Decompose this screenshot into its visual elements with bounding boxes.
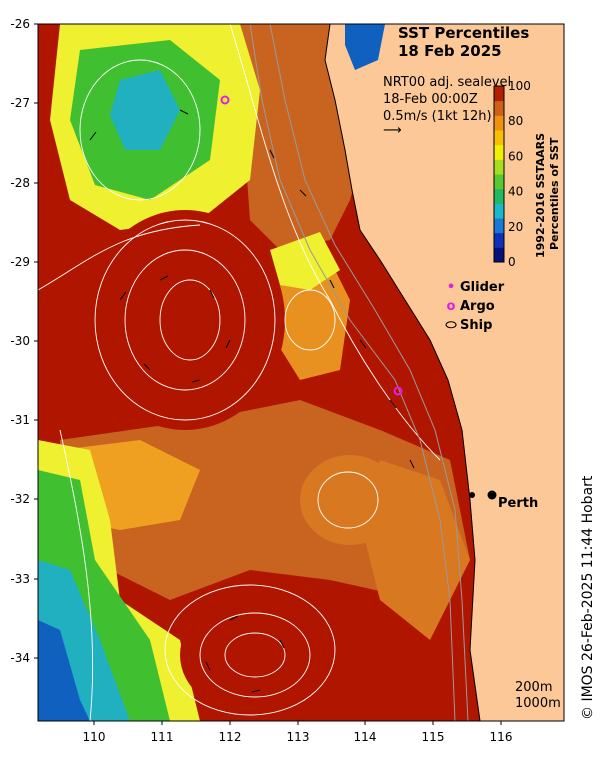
colorbar-segment <box>494 174 504 190</box>
credit-text: © IMOS 26-Feb-2025 11:44 Hobart <box>580 475 596 720</box>
x-tick-label: 115 <box>422 730 445 744</box>
bathymetry-contours <box>249 24 469 721</box>
y-tick-label: -30 <box>10 334 30 348</box>
platform-legend: • Glider o Argo ⬭ Ship <box>442 278 504 335</box>
vector-scale-arrow: ⟶ <box>383 123 402 138</box>
colorbar-tick-label: 20 <box>508 220 523 234</box>
sst-eddy-east <box>300 455 400 545</box>
sst-field <box>38 24 564 721</box>
colorbar: 0 20 40 60 80 100 <box>493 79 531 269</box>
sst-patch-cyan-north <box>110 70 180 150</box>
ship-icon: ⬭ <box>445 318 457 333</box>
x-tick-label: 111 <box>151 730 174 744</box>
colorbar-segment <box>494 188 504 204</box>
y-tick-label: -27 <box>10 96 30 110</box>
x-tick-label: 110 <box>83 730 106 744</box>
ship-marker[interactable] <box>469 492 475 498</box>
vector-info-line3: 0.5m/s (1kt 12h) <box>383 109 492 124</box>
depth-shallow-label: 200m <box>515 680 553 695</box>
colorbar-tick-label: 0 <box>508 255 516 269</box>
y-tick-label: -32 <box>10 492 30 506</box>
y-tick-label: -31 <box>10 413 30 427</box>
colorbar-segment <box>494 144 504 160</box>
argo-marker[interactable] <box>220 95 230 105</box>
title-line1: SST Percentiles <box>398 24 530 42</box>
x-axis: 110 111 112 113 114 115 116 <box>83 721 513 744</box>
y-tick-label: -29 <box>10 255 30 269</box>
colorbar-tick-label: 40 <box>508 185 523 199</box>
title-line2: 18 Feb 2025 <box>398 42 502 60</box>
argo-marker[interactable] <box>393 386 403 396</box>
sst-patch-blue-sw <box>38 620 90 721</box>
colorbar-segment <box>494 218 504 234</box>
city-label-perth: Perth <box>498 496 539 511</box>
x-tick-label: 116 <box>490 730 513 744</box>
x-tick-label: 112 <box>219 730 242 744</box>
sst-patch-yellow-mid <box>270 232 340 290</box>
colorbar-segment <box>494 159 504 175</box>
legend-glider: • Glider <box>442 278 504 297</box>
glider-icon: • <box>446 280 456 295</box>
colorbar-segment <box>494 100 504 116</box>
y-axis: -26 -27 -28 -29 -30 -31 -32 -33 -34 <box>10 17 38 665</box>
colorbar-segment <box>494 247 504 263</box>
depth-legend: 200m 1000m <box>515 680 561 712</box>
argo-icon: o <box>446 299 456 314</box>
legend-argo-label: Argo <box>460 299 495 314</box>
sst-patch-blue-coast <box>345 24 385 70</box>
legend-argo: o Argo <box>442 297 504 316</box>
colorbar-title: 1992-2016 SSTAARS Percentiles of SST <box>534 133 561 258</box>
legend-ship: ⬭ Ship <box>442 316 504 335</box>
colorbar-segment <box>494 115 504 131</box>
y-tick-label: -33 <box>10 572 30 586</box>
colorbar-tick-label: 80 <box>508 114 523 128</box>
map-title: SST Percentiles 18 Feb 2025 <box>398 24 529 60</box>
colorbar-title-line2: Percentiles of SST <box>548 137 561 250</box>
sst-eddy-central <box>85 210 285 430</box>
legend-glider-label: Glider <box>460 280 505 295</box>
depth-deep-label: 1000m <box>515 696 561 711</box>
sealevel-contours <box>38 24 441 721</box>
legend-ship-label: Ship <box>460 318 493 333</box>
colorbar-segment <box>494 203 504 219</box>
colorbar-segment <box>494 86 504 102</box>
colorbar-tick-label: 100 <box>508 79 531 93</box>
sst-eddy-south <box>180 595 330 715</box>
vector-info-line2: 18-Feb 00:00Z <box>383 92 478 107</box>
city-marker-perth <box>487 490 497 500</box>
y-tick-label: -34 <box>10 651 30 665</box>
colorbar-tick-label: 60 <box>508 149 523 163</box>
y-tick-label: -26 <box>10 17 30 31</box>
plot-frame <box>37 23 565 722</box>
y-tick-label: -28 <box>10 176 30 190</box>
colorbar-frame <box>493 85 505 263</box>
current-vectors <box>89 109 415 693</box>
colorbar-segment <box>494 130 504 146</box>
vector-info: NRT00 adj. sealevel 18-Feb 00:00Z 0.5m/s… <box>383 74 511 137</box>
x-tick-label: 113 <box>287 730 310 744</box>
vector-info-line1: NRT00 adj. sealevel <box>383 75 512 90</box>
x-tick-label: 114 <box>354 730 377 744</box>
sst-patch-orange-mid <box>275 260 350 380</box>
coastline <box>324 24 481 721</box>
colorbar-title-line1: 1992-2016 SSTAARS <box>534 133 547 258</box>
colorbar-segment <box>494 232 504 248</box>
